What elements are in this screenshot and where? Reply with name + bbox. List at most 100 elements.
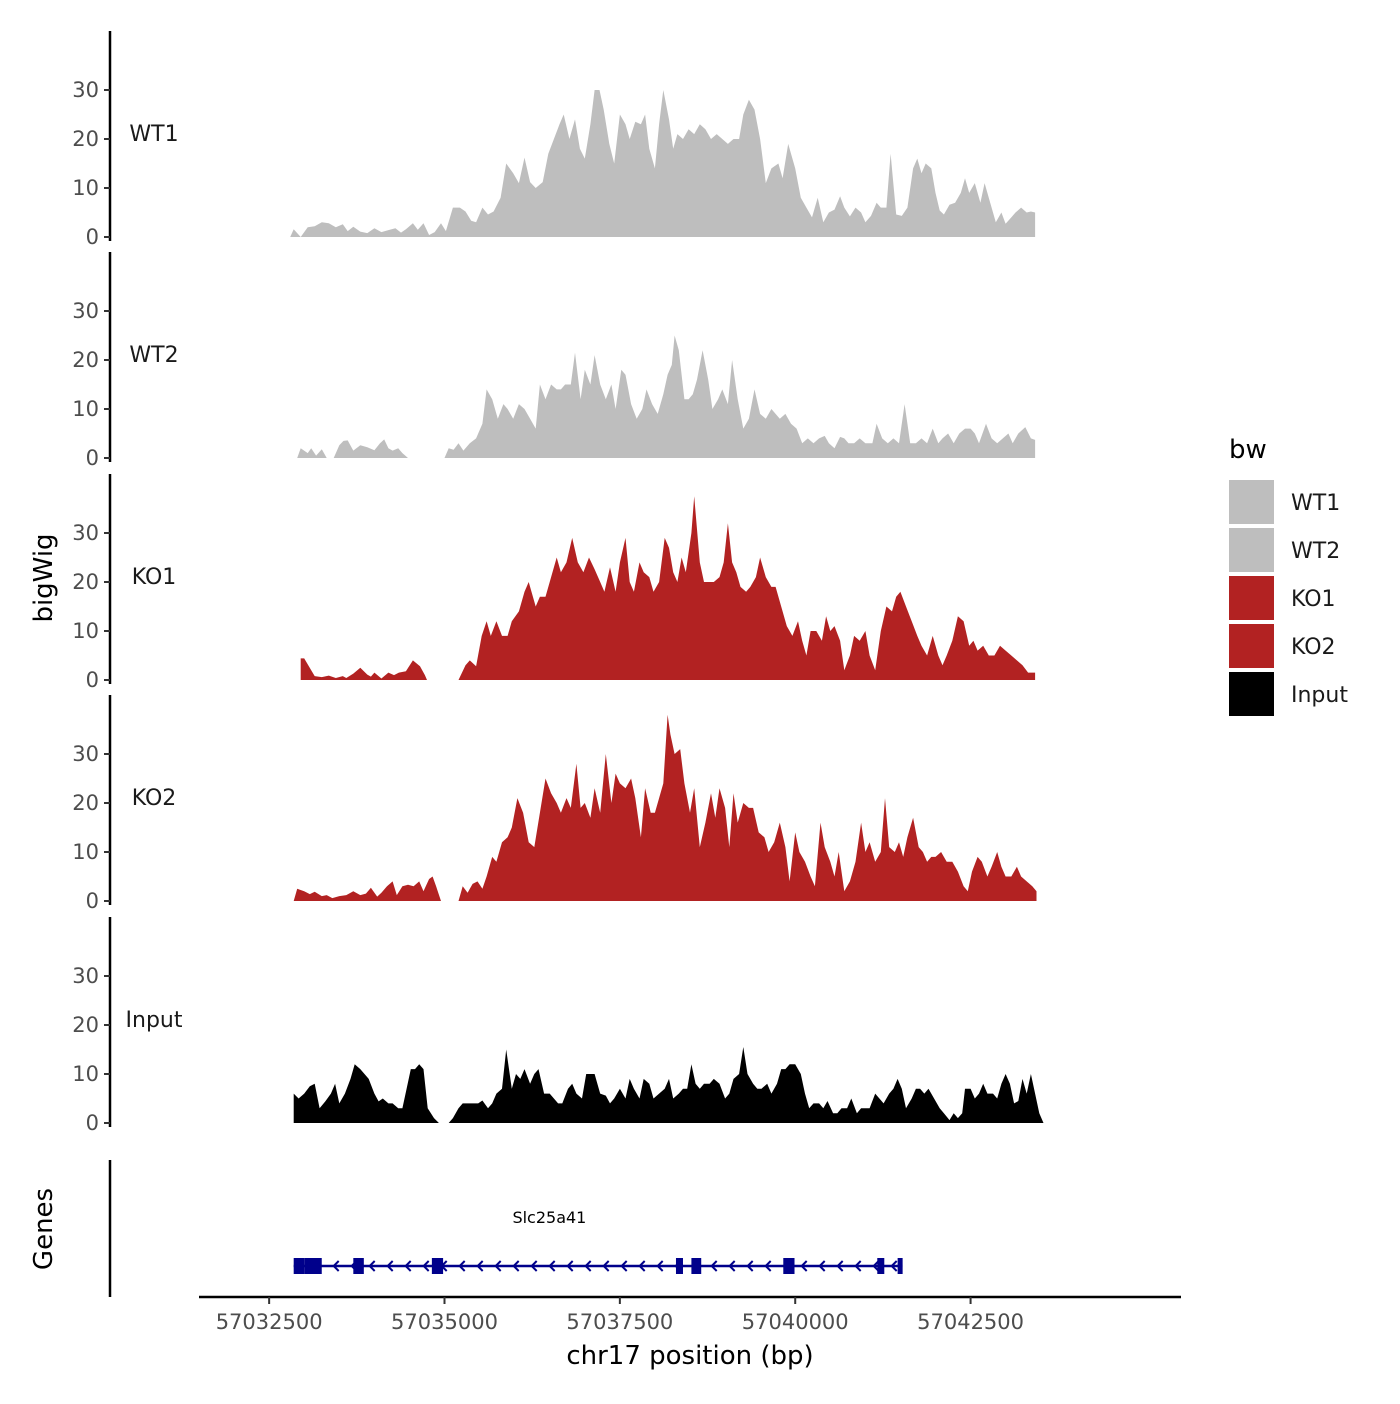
y-tick-label: 20 (72, 348, 99, 372)
legend-label-wt1: WT1 (1291, 491, 1340, 516)
genes-group: Slc25a41 (108, 1160, 903, 1297)
strand-arrow (638, 1260, 646, 1272)
y-tick-label: 10 (72, 176, 99, 200)
y-tick-label: 0 (86, 1111, 99, 1135)
gene-exon (304, 1258, 322, 1274)
y-tick-label: 20 (72, 1013, 99, 1037)
strand-arrow (872, 1260, 880, 1272)
track-label-wt2: WT2 (129, 343, 178, 368)
track-label-ko2: KO2 (132, 786, 177, 811)
gene-exon (675, 1258, 683, 1274)
strand-arrow (368, 1260, 376, 1272)
y-axis-title: bigWig (29, 533, 59, 622)
gene-exon (353, 1258, 364, 1274)
gene-exon (783, 1258, 795, 1274)
legend-key-ko2 (1229, 624, 1274, 668)
y-tick-label: 30 (72, 742, 99, 766)
x-axis-title: chr17 position (bp) (566, 1341, 813, 1371)
area-ko2-segment-1 (293, 876, 441, 901)
track-label-wt1: WT1 (129, 122, 178, 147)
tracks-group: 0 10 20 30 WT1 0 10 20 30 WT2 0 10 20 30 KO1 0 10 20 30 KO2… (72, 31, 1044, 1135)
strand-arrow (386, 1260, 394, 1272)
strand-arrow (422, 1260, 430, 1272)
track-label-ko1: KO1 (132, 565, 177, 590)
track-label-input: Input (126, 1008, 183, 1033)
y-tick-label: 0 (86, 225, 99, 249)
strand-arrow (566, 1260, 574, 1272)
gene-name-label: Slc25a41 (512, 1208, 586, 1227)
strand-arrow (764, 1260, 772, 1272)
y-tick-label: 10 (72, 840, 99, 864)
y-tick-label: 10 (72, 397, 99, 421)
x-tick-label: 57042500 (917, 1310, 1024, 1334)
track-panel-ko2: 0 10 20 30 KO2 (72, 695, 1037, 913)
strand-arrow (728, 1260, 736, 1272)
legend-label-ko2: KO2 (1291, 635, 1336, 660)
area-ko1-segment-1 (300, 658, 427, 680)
legend-key-wt1 (1229, 480, 1274, 524)
y-tick-label: 20 (72, 791, 99, 815)
y-tick-label: 0 (86, 446, 99, 470)
legend-key-ko1 (1229, 576, 1274, 620)
x-tick-label: 57037500 (566, 1310, 673, 1334)
y-tick-label: 30 (72, 521, 99, 545)
strand-arrow (584, 1260, 592, 1272)
strand-arrow (332, 1260, 340, 1272)
strand-arrow (818, 1260, 826, 1272)
y-tick-label: 20 (72, 570, 99, 594)
x-tick-label: 57040000 (742, 1310, 849, 1334)
strand-arrow (890, 1260, 898, 1272)
strand-arrow (836, 1260, 844, 1272)
area-wt2-segment-1 (297, 439, 413, 458)
track-panel-wt1: 0 10 20 30 WT1 (72, 31, 1036, 249)
strand-arrow (854, 1260, 862, 1272)
strand-arrow (404, 1260, 412, 1272)
area-input-segment-1 (293, 1064, 439, 1123)
strand-arrow (458, 1260, 466, 1272)
strand-arrow (548, 1260, 556, 1272)
x-axis-group: 57032500 57035000 57037500 57040000 57042500 (199, 1295, 1181, 1334)
gene-exon (897, 1258, 903, 1274)
strand-arrow (530, 1260, 538, 1272)
legend-label-input: Input (1291, 683, 1348, 708)
legend: bw WT1 WT2 KO1 KO2 Input (1229, 435, 1348, 716)
strand-arrow (602, 1260, 610, 1272)
strand-arrow (512, 1260, 520, 1272)
strand-arrow (494, 1260, 502, 1272)
y-tick-label: 30 (72, 78, 99, 102)
area-wt2-segment-2 (444, 335, 1036, 458)
legend-key-wt2 (1229, 528, 1274, 572)
x-tick-label: 57032500 (216, 1310, 323, 1334)
track-panel-ko1: 0 10 20 30 KO1 (72, 474, 1036, 692)
area-ko1-segment-2 (458, 496, 1036, 680)
y-tick-label: 10 (72, 1062, 99, 1086)
area-input-segment-2 (448, 1047, 1044, 1123)
y-tick-label: 30 (72, 964, 99, 988)
y-tick-label: 0 (86, 889, 99, 913)
strand-arrow (800, 1260, 808, 1272)
strand-arrow (656, 1260, 664, 1272)
x-tick-label: 57035000 (391, 1310, 498, 1334)
y-tick-label: 0 (86, 668, 99, 692)
gene-slc25a41: Slc25a41 (293, 1208, 903, 1274)
area-wt1-segment-1 (290, 90, 1036, 237)
legend-label-wt2: WT2 (1291, 539, 1340, 564)
track-panel-input: 0 10 20 30 Input (72, 917, 1044, 1135)
gene-exon (691, 1258, 702, 1274)
genes-panel-title: Genes (29, 1188, 59, 1270)
strand-arrow (710, 1260, 718, 1272)
y-tick-label: 30 (72, 299, 99, 323)
track-panel-wt2: 0 10 20 30 WT2 (72, 252, 1036, 470)
strand-arrow (620, 1260, 628, 1272)
y-tick-label: 10 (72, 619, 99, 643)
area-ko2-segment-2 (458, 714, 1037, 901)
legend-key-input (1229, 672, 1274, 716)
gene-exon (877, 1258, 885, 1274)
legend-title: bw (1229, 435, 1267, 465)
legend-label-ko1: KO1 (1291, 587, 1336, 612)
gene-exon (293, 1258, 305, 1274)
strand-arrow (746, 1260, 754, 1272)
strand-arrow (476, 1260, 484, 1272)
